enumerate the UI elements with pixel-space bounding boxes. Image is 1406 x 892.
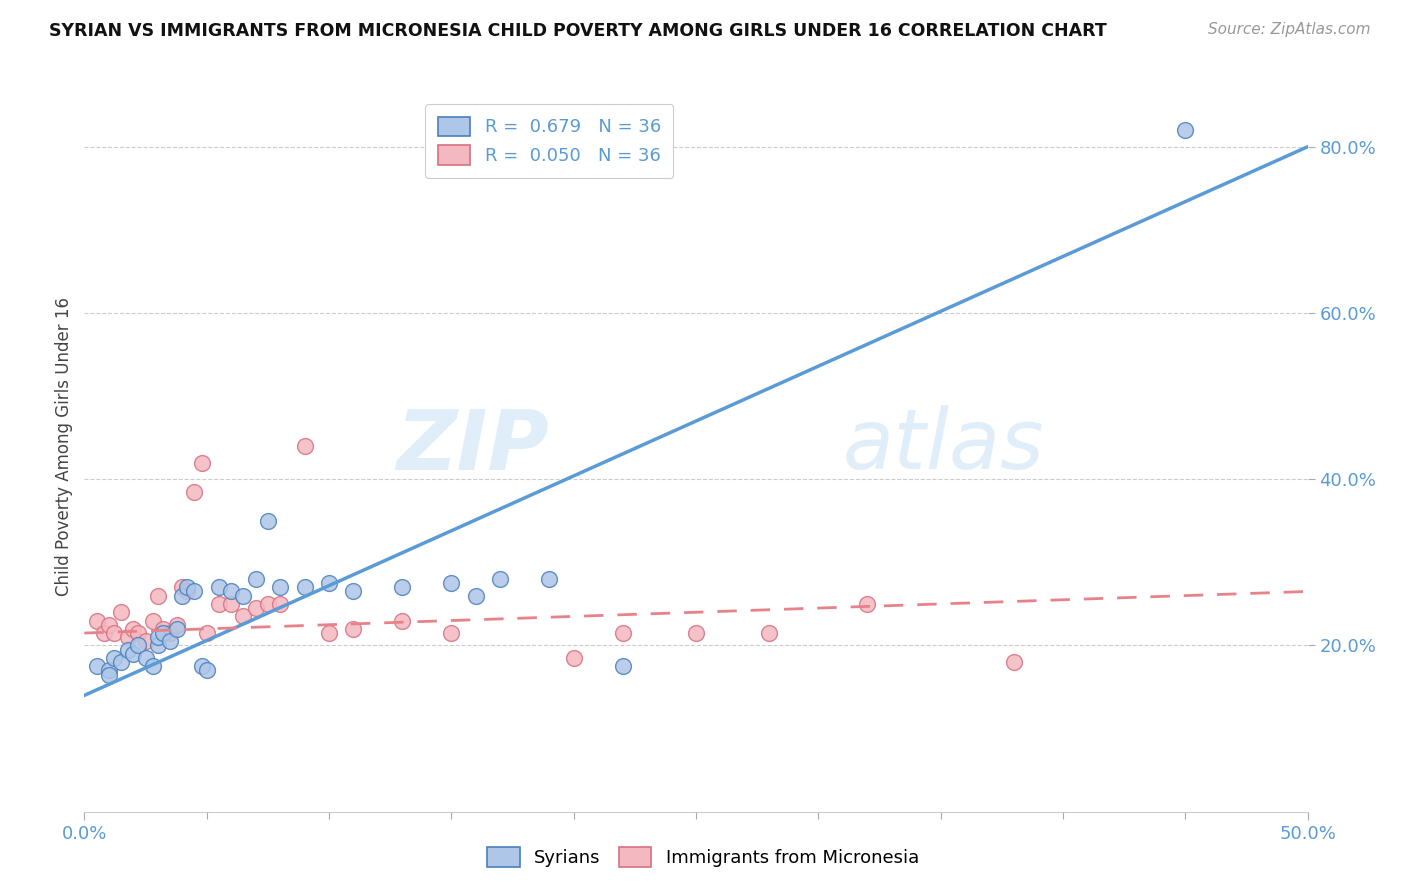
Point xyxy=(86,614,108,628)
Point xyxy=(232,609,254,624)
Point xyxy=(195,664,218,678)
Point xyxy=(219,597,242,611)
Point xyxy=(159,626,181,640)
Point xyxy=(856,597,879,611)
Point xyxy=(122,647,145,661)
Point xyxy=(464,589,486,603)
Point xyxy=(103,651,125,665)
Text: atlas: atlas xyxy=(842,406,1045,486)
Point xyxy=(117,630,139,644)
Point xyxy=(232,589,254,603)
Point xyxy=(97,667,120,681)
Point xyxy=(146,630,169,644)
Point xyxy=(135,651,157,665)
Point xyxy=(758,626,780,640)
Point xyxy=(245,572,267,586)
Point xyxy=(257,597,280,611)
Point xyxy=(1002,655,1025,669)
Point xyxy=(342,622,364,636)
Point xyxy=(93,626,115,640)
Text: Source: ZipAtlas.com: Source: ZipAtlas.com xyxy=(1208,22,1371,37)
Point xyxy=(146,639,169,653)
Point xyxy=(318,626,340,640)
Point xyxy=(489,572,512,586)
Point xyxy=(208,597,231,611)
Point xyxy=(440,576,463,591)
Point xyxy=(294,580,316,594)
Point xyxy=(538,572,561,586)
Point xyxy=(117,642,139,657)
Point xyxy=(1174,123,1197,137)
Point xyxy=(97,617,120,632)
Point xyxy=(135,634,157,648)
Point xyxy=(122,622,145,636)
Point xyxy=(191,456,214,470)
Point xyxy=(191,659,214,673)
Point xyxy=(127,639,149,653)
Point xyxy=(97,664,120,678)
Point xyxy=(110,605,132,619)
Point xyxy=(195,626,218,640)
Point xyxy=(159,634,181,648)
Point xyxy=(142,659,165,673)
Point xyxy=(685,626,707,640)
Text: ZIP: ZIP xyxy=(396,406,550,486)
Point xyxy=(342,584,364,599)
Point xyxy=(440,626,463,640)
Point xyxy=(127,626,149,640)
Point xyxy=(294,439,316,453)
Point xyxy=(86,659,108,673)
Point xyxy=(172,580,194,594)
Point xyxy=(176,580,198,594)
Point xyxy=(183,484,205,499)
Point xyxy=(176,584,198,599)
Y-axis label: Child Poverty Among Girls Under 16: Child Poverty Among Girls Under 16 xyxy=(55,296,73,596)
Point xyxy=(269,580,291,594)
Point xyxy=(208,580,231,594)
Point xyxy=(391,580,413,594)
Point xyxy=(219,584,242,599)
Point xyxy=(391,614,413,628)
Point xyxy=(269,597,291,611)
Point xyxy=(152,622,174,636)
Point xyxy=(172,589,194,603)
Point xyxy=(146,589,169,603)
Point xyxy=(612,626,634,640)
Point xyxy=(318,576,340,591)
Point xyxy=(166,617,188,632)
Point xyxy=(110,655,132,669)
Point xyxy=(245,601,267,615)
Text: SYRIAN VS IMMIGRANTS FROM MICRONESIA CHILD POVERTY AMONG GIRLS UNDER 16 CORRELAT: SYRIAN VS IMMIGRANTS FROM MICRONESIA CHI… xyxy=(49,22,1107,40)
Point xyxy=(166,622,188,636)
Point xyxy=(257,514,280,528)
Point xyxy=(183,584,205,599)
Point xyxy=(562,651,585,665)
Legend: Syrians, Immigrants from Micronesia: Syrians, Immigrants from Micronesia xyxy=(479,839,927,874)
Point xyxy=(612,659,634,673)
Point xyxy=(152,626,174,640)
Legend: R =  0.679   N = 36, R =  0.050   N = 36: R = 0.679 N = 36, R = 0.050 N = 36 xyxy=(425,104,673,178)
Point xyxy=(103,626,125,640)
Point xyxy=(142,614,165,628)
